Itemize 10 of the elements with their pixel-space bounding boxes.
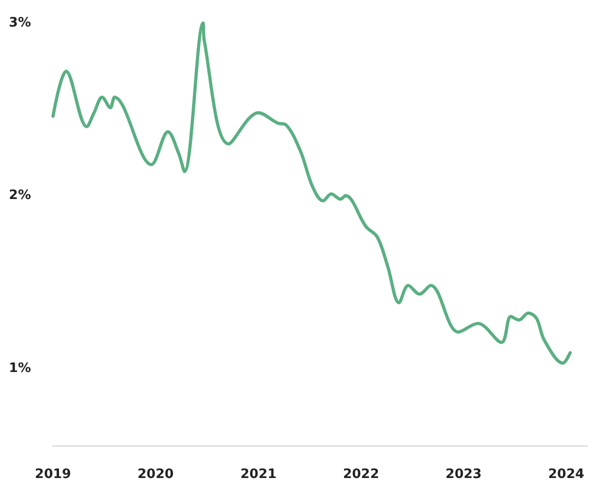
y-tick-label: 3% <box>8 16 31 30</box>
x-tick-label: 2020 <box>137 467 174 482</box>
line-series <box>51 21 572 365</box>
x-tick-label: 2021 <box>240 467 277 482</box>
x-tick-label: 2023 <box>446 467 482 482</box>
x-tick-label: 2024 <box>548 467 584 482</box>
x-tick-label: 2019 <box>34 467 72 482</box>
x-tick-label: 2022 <box>342 467 380 482</box>
y-tick-label: 1% <box>8 360 31 376</box>
y-tick-label: 2% <box>8 188 31 204</box>
